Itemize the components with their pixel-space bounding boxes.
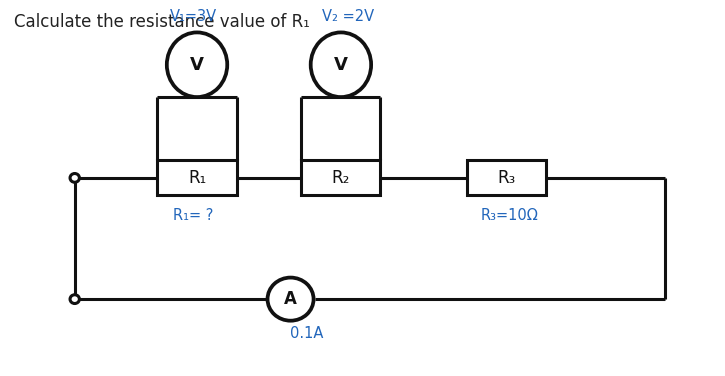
Text: R₃: R₃: [497, 169, 515, 187]
Ellipse shape: [311, 32, 371, 97]
FancyBboxPatch shape: [302, 161, 381, 196]
Text: V: V: [190, 56, 204, 74]
FancyBboxPatch shape: [467, 161, 546, 196]
Text: R₃=10Ω: R₃=10Ω: [481, 208, 539, 223]
Text: R₁: R₁: [188, 169, 206, 187]
Circle shape: [268, 277, 314, 321]
Text: V: V: [334, 56, 348, 74]
Ellipse shape: [167, 32, 227, 97]
Circle shape: [70, 173, 80, 182]
Circle shape: [268, 277, 314, 321]
Text: 0.1A: 0.1A: [290, 326, 323, 341]
FancyBboxPatch shape: [157, 161, 236, 196]
Ellipse shape: [167, 32, 227, 97]
Text: Calculate the resistance value of R₁: Calculate the resistance value of R₁: [14, 13, 310, 31]
Text: R₂: R₂: [332, 169, 350, 187]
Text: V₂ =2V: V₂ =2V: [322, 9, 374, 24]
Circle shape: [70, 295, 80, 303]
Text: V₁=3V: V₁=3V: [170, 9, 217, 24]
Ellipse shape: [311, 32, 371, 97]
Text: R₁= ?: R₁= ?: [173, 208, 214, 223]
Text: A: A: [284, 290, 297, 308]
